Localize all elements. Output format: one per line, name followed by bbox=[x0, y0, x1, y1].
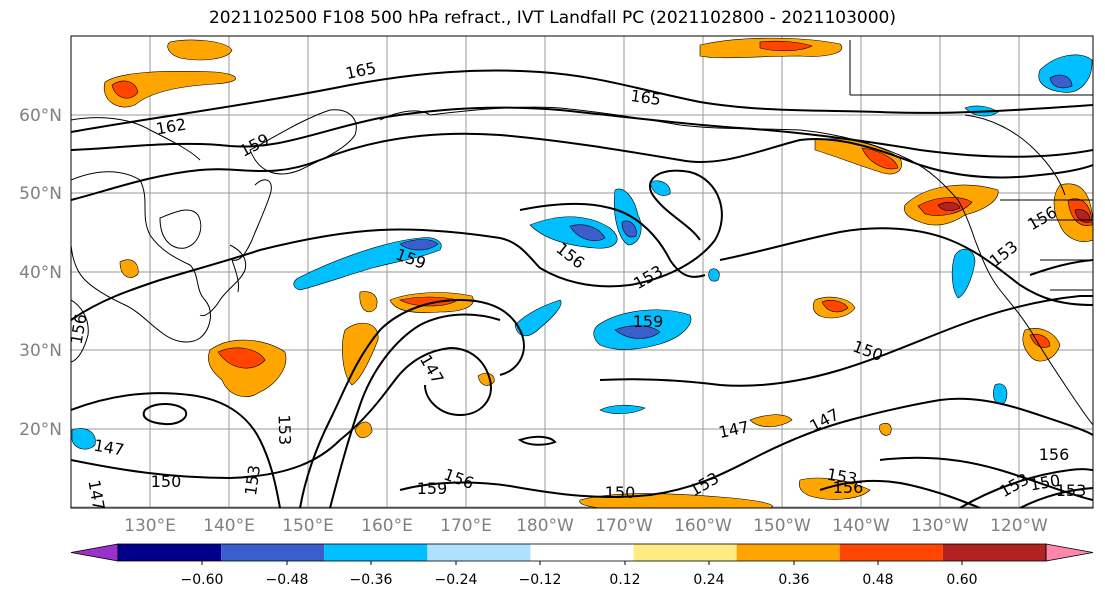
ivt-patch bbox=[217, 347, 266, 369]
colorbar-tick-label: −0.48 bbox=[266, 572, 309, 588]
contour-label: 156 bbox=[1039, 445, 1070, 464]
colorbar-extend-high bbox=[1045, 543, 1094, 562]
ivt-patch bbox=[293, 237, 442, 291]
longitude-label: 120°W bbox=[990, 516, 1048, 536]
ivt-patch bbox=[1074, 209, 1091, 223]
longitude-label: 150°W bbox=[753, 516, 811, 536]
ivt-patch bbox=[399, 239, 439, 251]
colorbar-segment bbox=[633, 544, 737, 561]
longitude-label: 180°W bbox=[516, 516, 574, 536]
ivt-patch bbox=[599, 404, 646, 414]
longitude-label: 140°E bbox=[203, 516, 255, 536]
colorbar-tick-label: 0.12 bbox=[609, 572, 640, 588]
ivt-patch bbox=[569, 224, 606, 241]
ivt-patch bbox=[342, 322, 379, 386]
longitude-label: 160°E bbox=[361, 516, 413, 536]
ivt-patch bbox=[759, 40, 813, 52]
latitude-label: 60°N bbox=[19, 106, 62, 126]
ivt-patch bbox=[749, 414, 793, 428]
latitude-label: 30°N bbox=[19, 341, 62, 361]
ivt-patch bbox=[359, 291, 378, 313]
ivt-patch bbox=[614, 325, 661, 339]
longitude-label: 170°W bbox=[595, 516, 653, 536]
contour-label: 159 bbox=[417, 479, 448, 498]
ivt-patch bbox=[799, 477, 871, 500]
colorbar-segment bbox=[942, 544, 1046, 561]
ivt-patch bbox=[708, 268, 720, 282]
ivt-patch bbox=[103, 71, 236, 108]
map-frame bbox=[70, 35, 1094, 509]
contour-label: 153 bbox=[274, 414, 294, 445]
colorbar-extend-low bbox=[70, 543, 119, 562]
colorbar-segment bbox=[530, 544, 634, 561]
ivt-patch bbox=[354, 421, 373, 439]
ivt-patch bbox=[111, 80, 139, 99]
longitude-label: 150°E bbox=[282, 516, 334, 536]
contour-label: 165 bbox=[629, 86, 662, 109]
longitude-label: 130°W bbox=[911, 516, 969, 536]
contour-label: 156 bbox=[833, 478, 864, 497]
contour-label: 150 bbox=[605, 483, 636, 502]
latitude-labels: 60°N 50°N 40°N 30°N 20°N bbox=[19, 106, 62, 440]
colorbar-tick-label: 0.60 bbox=[946, 572, 977, 588]
colorbar-segment bbox=[427, 544, 531, 561]
ivt-patch bbox=[879, 422, 892, 436]
ivt-patch bbox=[937, 201, 961, 211]
ivt-patch bbox=[514, 299, 562, 337]
colorbar-segment bbox=[324, 544, 428, 561]
ivt-patch bbox=[993, 383, 1008, 405]
colorbar-tick-label: −0.60 bbox=[181, 572, 224, 588]
latitude-label: 40°N bbox=[19, 263, 62, 283]
colorbar-tick-label: −0.36 bbox=[350, 572, 393, 588]
colorbar-tick-label: −0.24 bbox=[435, 572, 478, 588]
ivt-negative-shading bbox=[71, 54, 1093, 450]
longitude-label: 170°E bbox=[440, 516, 492, 536]
ivt-patch bbox=[821, 300, 849, 313]
colorbar-tick-label: 0.36 bbox=[778, 572, 809, 588]
colorbar-outline bbox=[117, 543, 1047, 562]
latitude-label: 50°N bbox=[19, 184, 62, 204]
map-title: 2021102500 F108 500 hPa refract., IVT La… bbox=[208, 8, 896, 28]
longitude-label: 160°W bbox=[674, 516, 732, 536]
contour-label: 153 bbox=[241, 464, 264, 497]
ivt-patch bbox=[951, 248, 976, 299]
latitude-label: 20°N bbox=[19, 420, 62, 440]
colorbar-segment bbox=[221, 544, 325, 561]
colorbar bbox=[70, 543, 1094, 562]
contour-label: 150 bbox=[151, 472, 182, 491]
ivt-patch bbox=[621, 220, 637, 238]
colorbar-tick-label: −0.12 bbox=[519, 572, 562, 588]
colorbar-tick-label: 0.48 bbox=[862, 572, 893, 588]
colorbar-segment bbox=[839, 544, 943, 561]
colorbar-tick-label: 0.24 bbox=[693, 572, 724, 588]
longitude-label: 140°W bbox=[832, 516, 890, 536]
contour-label: 153 bbox=[1056, 481, 1087, 500]
ivt-patch bbox=[71, 428, 96, 450]
colorbar-tick-labels: −0.60 −0.48 −0.36 −0.24 −0.12 0.12 0.24 0.36 0.4… bbox=[181, 561, 978, 588]
refractivity-contours bbox=[71, 69, 1093, 508]
longitude-label: 130°E bbox=[124, 516, 176, 536]
ivt-patch bbox=[649, 180, 671, 196]
ivt-patch bbox=[167, 39, 233, 61]
longitude-labels: 130°E 140°E 150°E 160°E 170°E 180°W 170°W 160°W… bbox=[124, 516, 1048, 536]
ivt-patch bbox=[861, 147, 899, 170]
contour-label: 159 bbox=[633, 312, 664, 331]
ivt-patch bbox=[1049, 74, 1073, 89]
ivt-patch bbox=[119, 259, 139, 278]
colorbar-segment bbox=[118, 544, 222, 561]
colorbar-segment bbox=[736, 544, 840, 561]
graticule bbox=[71, 36, 1093, 508]
